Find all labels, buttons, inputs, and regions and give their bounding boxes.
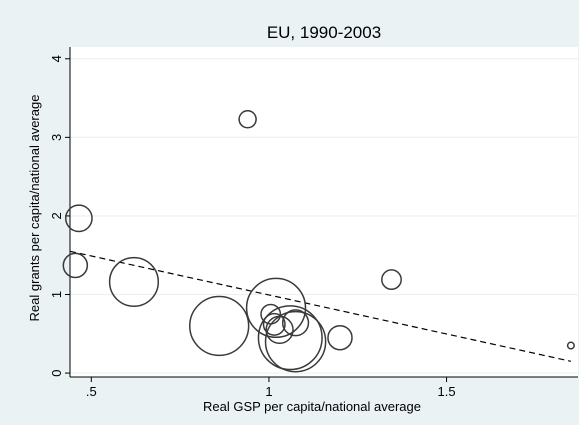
data-point	[262, 312, 286, 336]
data-point	[62, 252, 89, 279]
points-layer	[62, 110, 575, 373]
x-tick-label: 1.5	[438, 384, 456, 399]
y-axis-title: Real grants per capita/national average	[27, 95, 42, 322]
data-point	[264, 310, 327, 373]
y-tick-label: 4	[49, 55, 64, 62]
axes: 0 1 2 3 4 .5 1 1.5	[49, 47, 578, 399]
data-point	[189, 295, 250, 357]
chart-title: EU, 1990-2003	[267, 23, 381, 42]
data-point	[245, 277, 307, 339]
data-point	[381, 269, 402, 291]
fit-line	[69, 250, 572, 362]
x-tick-label: 1	[265, 384, 272, 399]
data-point	[64, 204, 93, 233]
data-point	[238, 110, 257, 129]
data-point	[281, 309, 310, 337]
x-tick-label: .5	[86, 384, 97, 399]
y-tick-label: 2	[49, 212, 64, 219]
data-point	[566, 341, 575, 350]
y-tick-label: 3	[49, 134, 64, 141]
plot-area	[70, 47, 578, 377]
data-point	[257, 305, 323, 371]
data-point	[327, 324, 353, 351]
fit-line-layer	[69, 250, 572, 362]
data-point	[108, 256, 160, 308]
y-tick-label: 1	[49, 291, 64, 298]
x-axis-title: Real GSP per capita/national average	[203, 399, 421, 414]
y-tick-label: 0	[49, 369, 64, 376]
